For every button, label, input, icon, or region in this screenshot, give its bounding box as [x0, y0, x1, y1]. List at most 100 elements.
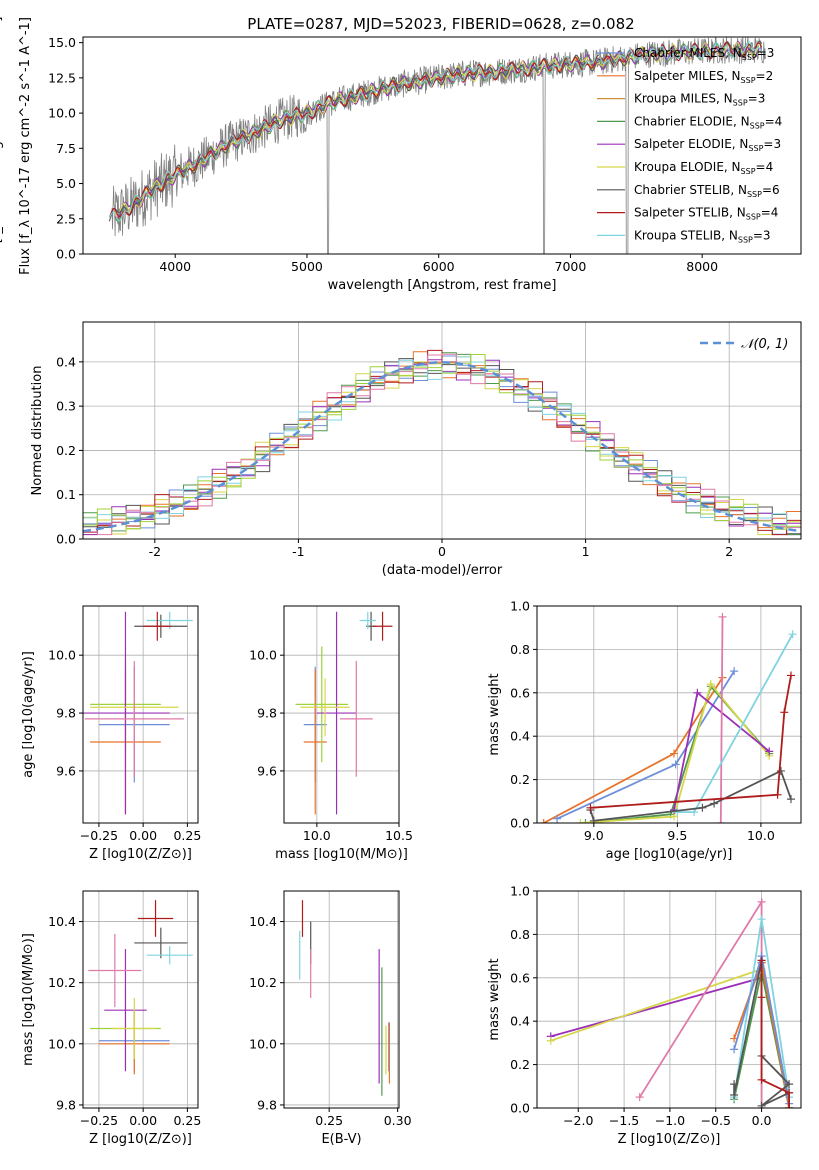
- plus-marker: [757, 897, 766, 906]
- x-tick-label: 10.5: [385, 828, 413, 843]
- plot-area: [108, 37, 766, 254]
- y-tick-label: 9.8: [56, 1097, 76, 1112]
- y-tick-label: 1.0: [510, 884, 530, 899]
- x-tick-label: −0.25: [80, 1113, 118, 1128]
- legend-text: Salpeter STELIB, N: [634, 206, 746, 220]
- x-tick-label: -2: [149, 544, 161, 559]
- y-tick-label: 10.2: [249, 975, 277, 990]
- legend-subscript: SSP: [747, 190, 762, 199]
- axes-frame: [536, 605, 802, 824]
- plus-marker: [710, 799, 719, 808]
- legend-text: Kroupa ELODIE, N: [634, 160, 741, 174]
- plus-marker: [693, 688, 702, 697]
- plus-marker: [553, 814, 562, 823]
- plus-marker: [757, 915, 766, 924]
- plus-marker: [635, 1093, 644, 1102]
- model-fit-line: [114, 52, 624, 216]
- plus-marker: [698, 803, 707, 812]
- plot-area: [83, 611, 193, 815]
- legend-entry: Kroupa STELIB, NSSP=3: [634, 228, 771, 244]
- x-tick-label: −0.25: [80, 828, 118, 843]
- plus-marker: [788, 630, 797, 639]
- x-tick-label: 0.25: [315, 1113, 343, 1128]
- x-tick-label: 0.0: [752, 1113, 772, 1128]
- x-tick-label: 0.00: [129, 1113, 157, 1128]
- plus-marker: [757, 1101, 766, 1108]
- plus-marker: [718, 612, 727, 621]
- y-axis-label: mass [log10(M/M⊙)]: [21, 933, 36, 1066]
- x-tick-label: 0.00: [129, 828, 157, 843]
- histogram-step: [83, 354, 801, 530]
- x-tick-label: −0.5: [701, 1113, 731, 1128]
- y-tick-label: 9.6: [56, 763, 76, 778]
- y-tick-label: 9.8: [257, 706, 277, 721]
- y-axis-label: Flux [f_λ 10^-17 erg cm^-2 s^-1 A^-1]: [18, 17, 33, 275]
- plus-marker: [785, 1088, 794, 1097]
- y-tick-label: 0.6: [510, 970, 530, 985]
- plus-marker: [776, 766, 785, 775]
- axes-frame: [82, 605, 199, 824]
- plus-marker: [786, 795, 795, 804]
- x-tick-label: 9.5: [667, 828, 687, 843]
- plus-marker: [671, 760, 680, 769]
- y-tick-label: 10.0: [249, 1036, 277, 1051]
- plus-marker: [576, 819, 585, 823]
- y-tick-label: 0.3: [56, 399, 76, 414]
- plot-area: [546, 897, 794, 1108]
- spectrum-panel: 4000 5000 6000 7000 8000 0.0 2.5 5.0 7.5 10.0 12.5…: [0, 17, 802, 293]
- plot-area: [539, 612, 797, 823]
- histogram-step: [83, 349, 801, 536]
- model-fit-line: [114, 53, 624, 223]
- y-axis-label: Normed distribution: [30, 366, 45, 496]
- legend-subscript: SSP: [741, 76, 756, 85]
- y-tick-label: 10.0: [48, 648, 76, 663]
- plus-marker: [706, 680, 715, 689]
- legend-subscript: SSP: [748, 144, 763, 153]
- y-tick-label: 10.4: [48, 914, 76, 929]
- plus-marker: [730, 1080, 739, 1089]
- y-tick-label: 0.4: [510, 1014, 530, 1029]
- legend-entry: Salpeter MILES, NSSP=2: [634, 69, 773, 85]
- x-tick-label: −1.0: [655, 1113, 685, 1128]
- legend-subscript: SSP: [733, 99, 748, 108]
- x-tick-label: 10.0: [747, 828, 775, 843]
- x-axis-label: Z [log10(Z/Z⊙)]: [89, 1132, 192, 1147]
- legend-entry: Kroupa ELODIE, NSSP=4: [634, 160, 773, 176]
- axes-frame: [536, 890, 802, 1109]
- x-axis-label: age [log10(age/yr)]: [606, 847, 733, 862]
- legend-entry: Chabrier ELODIE, NSSP=4: [634, 114, 782, 130]
- legend-text: Chabrier STELIB, N: [634, 183, 747, 197]
- plus-marker: [785, 1104, 794, 1108]
- legend-text: Kroupa STELIB, N: [634, 228, 738, 242]
- x-tick-label: 1: [582, 544, 590, 559]
- mass-weight-line: [550, 962, 763, 1038]
- y-tick-label: 0.2: [510, 772, 530, 787]
- legend-subscript: SSP: [746, 213, 761, 222]
- legend-entry: 𝒩(0, 1): [741, 337, 788, 352]
- model-fit-line: [114, 42, 762, 223]
- legend-text: Salpeter ELODIE, N: [634, 137, 748, 151]
- plus-marker: [581, 819, 590, 823]
- y-tick-label: 0.0: [510, 816, 530, 831]
- y-tick-label: 0.1: [56, 487, 76, 502]
- x-axis-label: (data-model)/error: [382, 563, 503, 578]
- y-tick-label: 9.8: [257, 1097, 277, 1112]
- y-tick-label: 0.0: [56, 532, 76, 547]
- x-tick-label: 7000: [555, 259, 587, 274]
- y-tick-label: 2.5: [56, 211, 76, 226]
- x-axis-label: Z [log10(Z/Z⊙)]: [89, 847, 192, 862]
- plus-marker: [673, 808, 682, 817]
- legend-entry: Kroupa MILES, NSSP=3: [634, 92, 765, 108]
- mass-weight-vs-metallicity-panel: −2.0 −1.5 −1.0 −0.5 0.0 0.0 0.2 0.4 0.6 0.8 1.0 Z […: [487, 884, 802, 1147]
- mass-weight-line: [580, 682, 770, 823]
- plus-marker: [765, 747, 774, 756]
- plus-marker: [757, 956, 766, 965]
- y-tick-label: 0.4: [56, 354, 76, 369]
- y-tick-label: 0.0: [56, 247, 76, 262]
- y-tick-label: 7.5: [56, 141, 76, 156]
- plus-marker: [539, 819, 548, 823]
- mass-weight-line: [590, 675, 792, 809]
- plus-marker: [773, 790, 782, 799]
- x-axis-label: mass [log10(M/M⊙)]: [275, 847, 408, 862]
- y-tick-label: 0.8: [510, 927, 530, 942]
